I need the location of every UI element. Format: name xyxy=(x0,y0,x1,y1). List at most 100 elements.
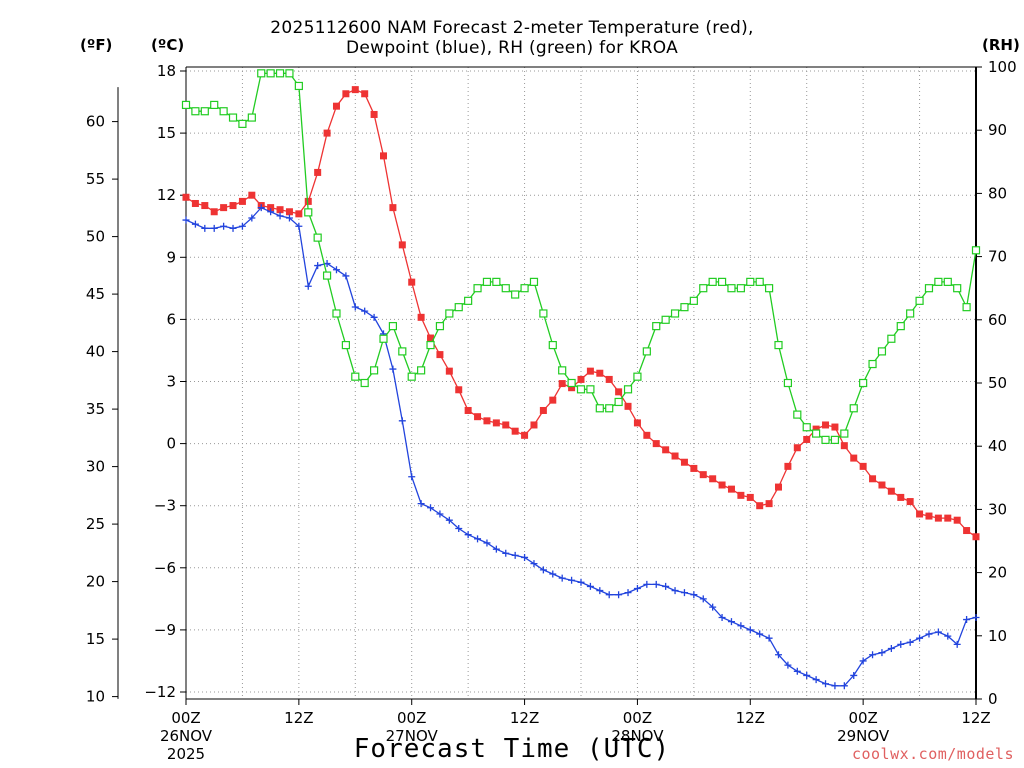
rh-point xyxy=(586,385,595,394)
2-meter-temperature-point xyxy=(916,510,924,518)
rh-point xyxy=(680,303,689,312)
dewpoint-point xyxy=(756,630,764,638)
dewpoint-point xyxy=(793,667,801,675)
rh-point xyxy=(708,277,717,286)
rh-point xyxy=(821,435,830,444)
rh-point xyxy=(962,303,971,312)
fahrenheit-tick-label: 55 xyxy=(86,170,105,188)
rh-point xyxy=(228,113,238,122)
celsius-axis-unit: (ºC) xyxy=(151,36,185,54)
dewpoint-point xyxy=(662,582,670,590)
rh-line xyxy=(185,72,977,441)
dewpoint-point xyxy=(850,671,858,679)
2-meter-temperature-point xyxy=(887,487,895,495)
dewpoint-point xyxy=(492,545,500,553)
dewpoint-point xyxy=(539,566,547,574)
source-credit: coolwx.com/models xyxy=(851,745,1014,763)
dewpoint-point xyxy=(502,549,510,557)
dewpoint-point xyxy=(295,222,303,230)
rh-point xyxy=(473,284,482,293)
rh-point xyxy=(322,271,332,280)
rh-point xyxy=(699,284,708,293)
2-meter-temperature-point xyxy=(756,502,764,510)
dewpoint-point xyxy=(483,539,491,547)
2-meter-temperature-point xyxy=(878,481,886,489)
2-meter-temperature-point xyxy=(953,516,961,524)
rh-point xyxy=(454,303,463,312)
rh-point xyxy=(445,309,454,318)
dewpoint-point xyxy=(342,272,350,280)
dewpoint-point xyxy=(238,222,246,230)
2-meter-temperature-point xyxy=(859,462,867,470)
dewpoint-point xyxy=(775,651,782,659)
dewpoint-point xyxy=(727,618,735,626)
axes: 1815129630−3−6−9−12605550454035302520151… xyxy=(86,58,1017,763)
dewpoint-point xyxy=(812,676,820,684)
2-meter-temperature-point xyxy=(464,406,472,414)
dewpoint-point xyxy=(680,589,688,597)
2-meter-temperature-point xyxy=(615,388,623,396)
fahrenheit-tick-label: 15 xyxy=(86,630,105,648)
dewpoint-point xyxy=(332,266,340,274)
x-tick-label: 00Z xyxy=(848,709,877,727)
fahrenheit-tick-label: 25 xyxy=(86,515,105,533)
dewpoint-point xyxy=(464,531,472,539)
dewpoint-point xyxy=(474,535,482,543)
2-meter-temperature-point xyxy=(492,419,500,427)
2-meter-temperature-point xyxy=(850,454,858,462)
rh-point xyxy=(558,366,567,375)
celsius-tick-label: 3 xyxy=(166,373,176,391)
2-meter-temperature-point xyxy=(248,191,256,199)
rh-point xyxy=(379,334,388,343)
rh-point xyxy=(953,284,962,293)
2-meter-temperature-point xyxy=(436,351,444,359)
dewpoint-point xyxy=(210,224,218,232)
2-meter-temperature-point xyxy=(662,446,670,454)
dewpoint-point xyxy=(361,307,369,315)
2-meter-temperature-point xyxy=(831,423,839,431)
2-meter-temperature-point xyxy=(803,435,811,443)
rh-point xyxy=(426,340,435,350)
celsius-tick-label: −12 xyxy=(144,683,176,701)
dewpoint-point xyxy=(267,208,275,216)
dewpoint-point xyxy=(605,591,613,599)
2-meter-temperature-point xyxy=(445,367,453,375)
dewpoint-point xyxy=(671,587,679,595)
rh-point xyxy=(877,347,887,356)
2-meter-temperature-point xyxy=(972,533,980,541)
x-tick-label: 27NOV xyxy=(386,727,439,745)
2-meter-temperature-point xyxy=(624,402,632,410)
rh-point xyxy=(398,347,407,356)
fahrenheit-tick-label: 35 xyxy=(86,400,105,418)
2-meter-temperature-point xyxy=(276,206,284,214)
dewpoint-point xyxy=(455,524,463,532)
rh-point xyxy=(464,296,473,305)
x-tick-label: 12Z xyxy=(510,709,539,727)
dewpoint-point xyxy=(558,574,566,582)
2-meter-temperature-point xyxy=(182,193,190,201)
rh-point xyxy=(360,378,369,388)
rh-point xyxy=(830,435,840,444)
2-meter-temperature-point xyxy=(408,278,416,286)
2-meter-temperature-point xyxy=(210,208,218,216)
2-meter-temperature-point xyxy=(906,498,914,506)
rh-point xyxy=(275,69,285,78)
dewpoint-point xyxy=(285,214,293,222)
rh-tick-label: 0 xyxy=(988,690,998,708)
dewpoint-point xyxy=(840,682,848,690)
dewpoint-point xyxy=(276,212,284,220)
2-meter-temperature-point xyxy=(380,152,387,160)
dewpoint-point xyxy=(549,570,557,578)
2-meter-temperature-point xyxy=(539,406,547,414)
2-meter-temperature-point xyxy=(568,384,576,392)
dewpoint-point xyxy=(869,651,877,659)
rh-point xyxy=(492,277,501,286)
rh-point xyxy=(181,100,191,110)
rh-point xyxy=(285,69,294,78)
dewpoint-point xyxy=(314,262,322,270)
rh-point xyxy=(802,423,811,432)
rh-point xyxy=(304,208,313,217)
dewpoint-point xyxy=(586,582,594,590)
fahrenheit-tick-label: 50 xyxy=(86,228,105,246)
rh-point xyxy=(332,309,341,318)
